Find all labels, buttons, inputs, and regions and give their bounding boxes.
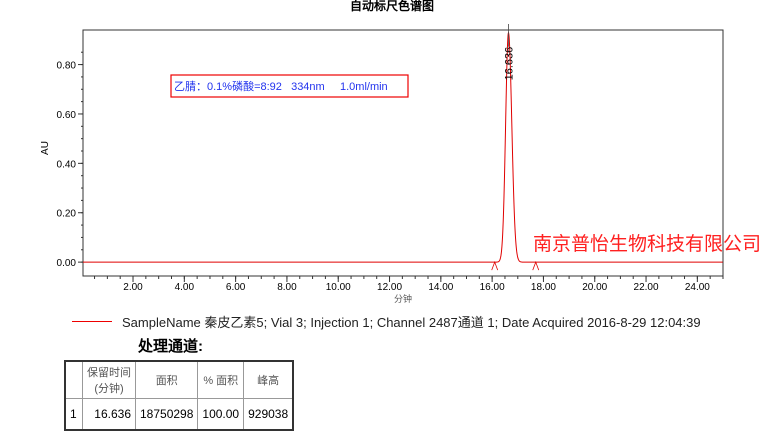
- x-tick-label: 4.00: [175, 282, 195, 293]
- header-height: 峰高: [243, 360, 294, 399]
- y-tick-label: 0.00: [57, 258, 77, 269]
- series-line: [83, 31, 723, 263]
- peak-table: 保留时间 (分钟) 面积 % 面积 峰高 1 16.636 18750298 1…: [64, 360, 295, 431]
- y-tick-label: 0.60: [57, 110, 77, 121]
- header-area: 面积: [134, 360, 199, 399]
- legend-swatch: [72, 321, 112, 322]
- x-tick-label: 8.00: [277, 282, 297, 293]
- legend-label: SampleName 秦皮乙素5; Vial 3; Injection 1; C…: [122, 315, 701, 330]
- peak-label: 16.636: [503, 47, 515, 81]
- legend: SampleName 秦皮乙素5; Vial 3; Injection 1; C…: [72, 312, 701, 331]
- x-tick-label: 18.00: [531, 282, 556, 293]
- baseline-marker: [491, 260, 499, 271]
- y-tick-label: 0.40: [57, 159, 77, 170]
- cell-index: 1: [64, 398, 83, 431]
- y-axis-label: AU: [40, 141, 51, 155]
- chart-title: 自动标尺色谱图: [350, 0, 434, 13]
- x-tick-label: 10.00: [326, 282, 351, 293]
- x-tick-label: 22.00: [634, 282, 659, 293]
- x-tick-label: 2.00: [123, 282, 143, 293]
- cell-rt: 16.636: [82, 398, 136, 431]
- plot-frame: [82, 29, 724, 277]
- annotation-box: [170, 74, 409, 98]
- header-area-pct: % 面积: [197, 360, 245, 399]
- x-axis-label: 分钟: [394, 293, 412, 304]
- x-tick-label: 20.00: [582, 282, 607, 293]
- cell-height: 929038: [243, 398, 294, 431]
- x-tick-label: 24.00: [685, 282, 710, 293]
- x-tick-label: 12.00: [377, 282, 402, 293]
- table-header-row: 保留时间 (分钟) 面积 % 面积 峰高: [64, 360, 294, 399]
- chromatogram-chart: 自动标尺色谱图 0.00 0.20 0.40 0.60 0.80 2.00 4.00 6.00 8…: [40, 0, 761, 304]
- x-tick-label: 6.00: [226, 282, 246, 293]
- y-tick-label: 0.20: [57, 209, 77, 220]
- x-tick-label: 16.00: [480, 282, 505, 293]
- baseline-marker: [532, 260, 540, 271]
- table-title: 处理通道:: [138, 338, 203, 355]
- x-tick-label: 14.00: [428, 282, 453, 293]
- table-row: 1 16.636 18750298 100.00 929038: [64, 398, 294, 431]
- cell-area: 18750298: [134, 398, 199, 431]
- header-rt: 保留时间 (分钟): [82, 360, 136, 399]
- cell-area-pct: 100.00: [197, 398, 245, 431]
- y-tick-label: 0.80: [57, 61, 77, 72]
- watermark: 南京普怡生物科技有限公司: [533, 233, 761, 255]
- header-index: [64, 360, 83, 399]
- annotation-text: 乙腈：0.1%磷酸=8:92 334nm 1.0ml/min: [174, 79, 388, 93]
